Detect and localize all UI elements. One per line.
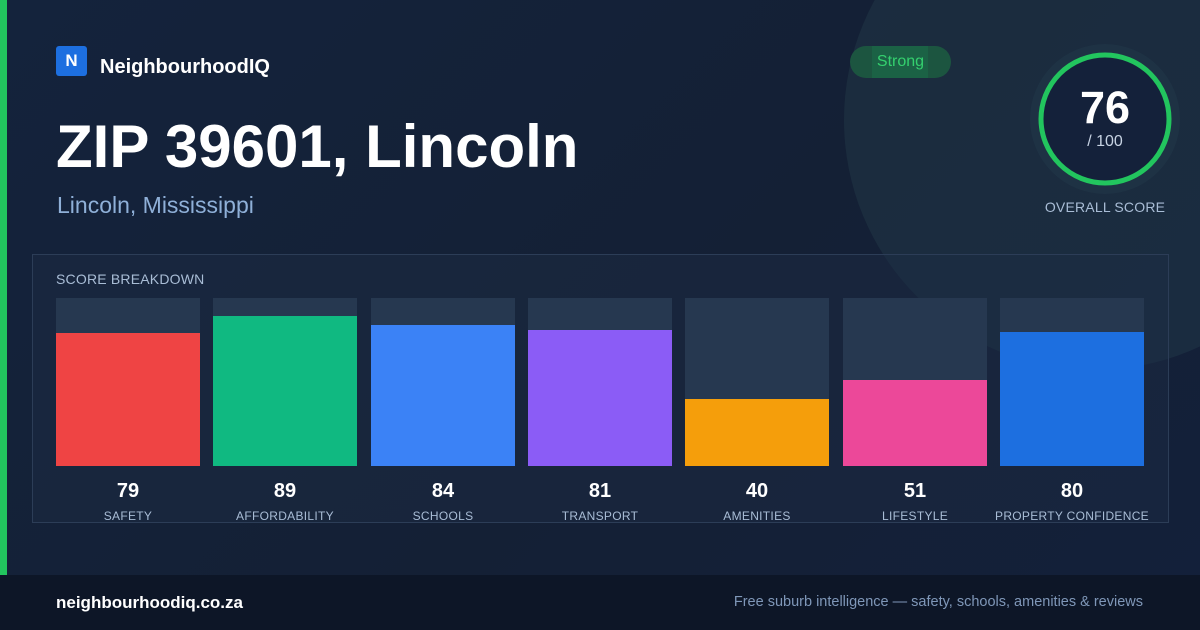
score-bar-transport: 81 TRANSPORT [528,298,672,523]
score-bar-label: PROPERTY CONFIDENCE [995,509,1149,523]
score-bar-fill [843,380,987,466]
score-bar-label: AFFORDABILITY [236,509,334,523]
score-bar-track [1000,298,1144,466]
overall-score-max: / 100 [1087,133,1123,150]
score-bar-track [685,298,829,466]
score-bar-label: SAFETY [103,509,153,523]
overall-score-caption: OVERALL SCORE [1044,199,1166,215]
location-subtitle: Lincoln, Mississippi [57,192,254,218]
score-bar-value: 81 [588,480,612,502]
score-ring-track [1038,52,1172,186]
score-bar-track [56,298,200,466]
score-bar-value: 80 [1060,480,1084,502]
score-bar-value: 84 [431,480,455,502]
score-bar-fill [56,333,200,466]
score-bar-fill [213,316,357,466]
footer: neighbourhoodiq.co.za Free suburb intell… [0,575,1200,630]
score-bar-fill [1000,332,1144,466]
score-bar-track [843,298,987,466]
status-badge-label: Strong [876,53,925,70]
score-bar-label: AMENITIES [723,509,791,523]
score-breakdown-heading: SCORE BREAKDOWN [56,271,205,287]
score-bar-schools: 84 SCHOOLS [371,298,515,523]
score-bar-safety: 79 SAFETY [56,298,200,523]
accent-stripe [0,0,7,575]
score-bar-value: 40 [745,480,769,502]
status-badge-highlight [872,46,928,78]
score-bar-fill [528,330,672,466]
overall-score-value: 76 [1079,82,1131,133]
overall-score-gauge [1030,44,1180,194]
score-bar-fill [371,325,515,466]
score-bar-label: SCHOOLS [412,509,474,523]
score-bar-affordability: 89 AFFORDABILITY [213,298,357,523]
score-bar-track [213,298,357,466]
footer-tagline: Free suburb intelligence — safety, schoo… [733,594,1143,610]
page-title: ZIP 39601, Lincoln [56,113,579,180]
footer-domain: neighbourhoodiq.co.za [56,593,243,612]
brand-logo-letter: N [65,51,78,70]
score-bar-value: 89 [273,480,297,502]
score-bar-property-confidence: 80 PROPERTY CONFIDENCE [995,298,1149,523]
score-bar-amenities: 40 AMENITIES [685,298,829,523]
score-bar-value: 79 [116,480,140,502]
score-bar-label: LIFESTYLE [881,509,949,523]
score-bar-value: 51 [903,480,927,502]
score-bar-lifestyle: 51 LIFESTYLE [843,298,987,523]
score-bar-fill [685,399,829,466]
score-bar-label: TRANSPORT [561,509,639,523]
brand-logo: N [56,46,87,76]
overall-score-ring: 76 / 100 [1030,44,1180,194]
score-bar-track [371,298,515,466]
status-badge: Strong [850,46,951,78]
brand-name: NeighbourhoodIQ [100,56,270,78]
score-bar-track [528,298,672,466]
